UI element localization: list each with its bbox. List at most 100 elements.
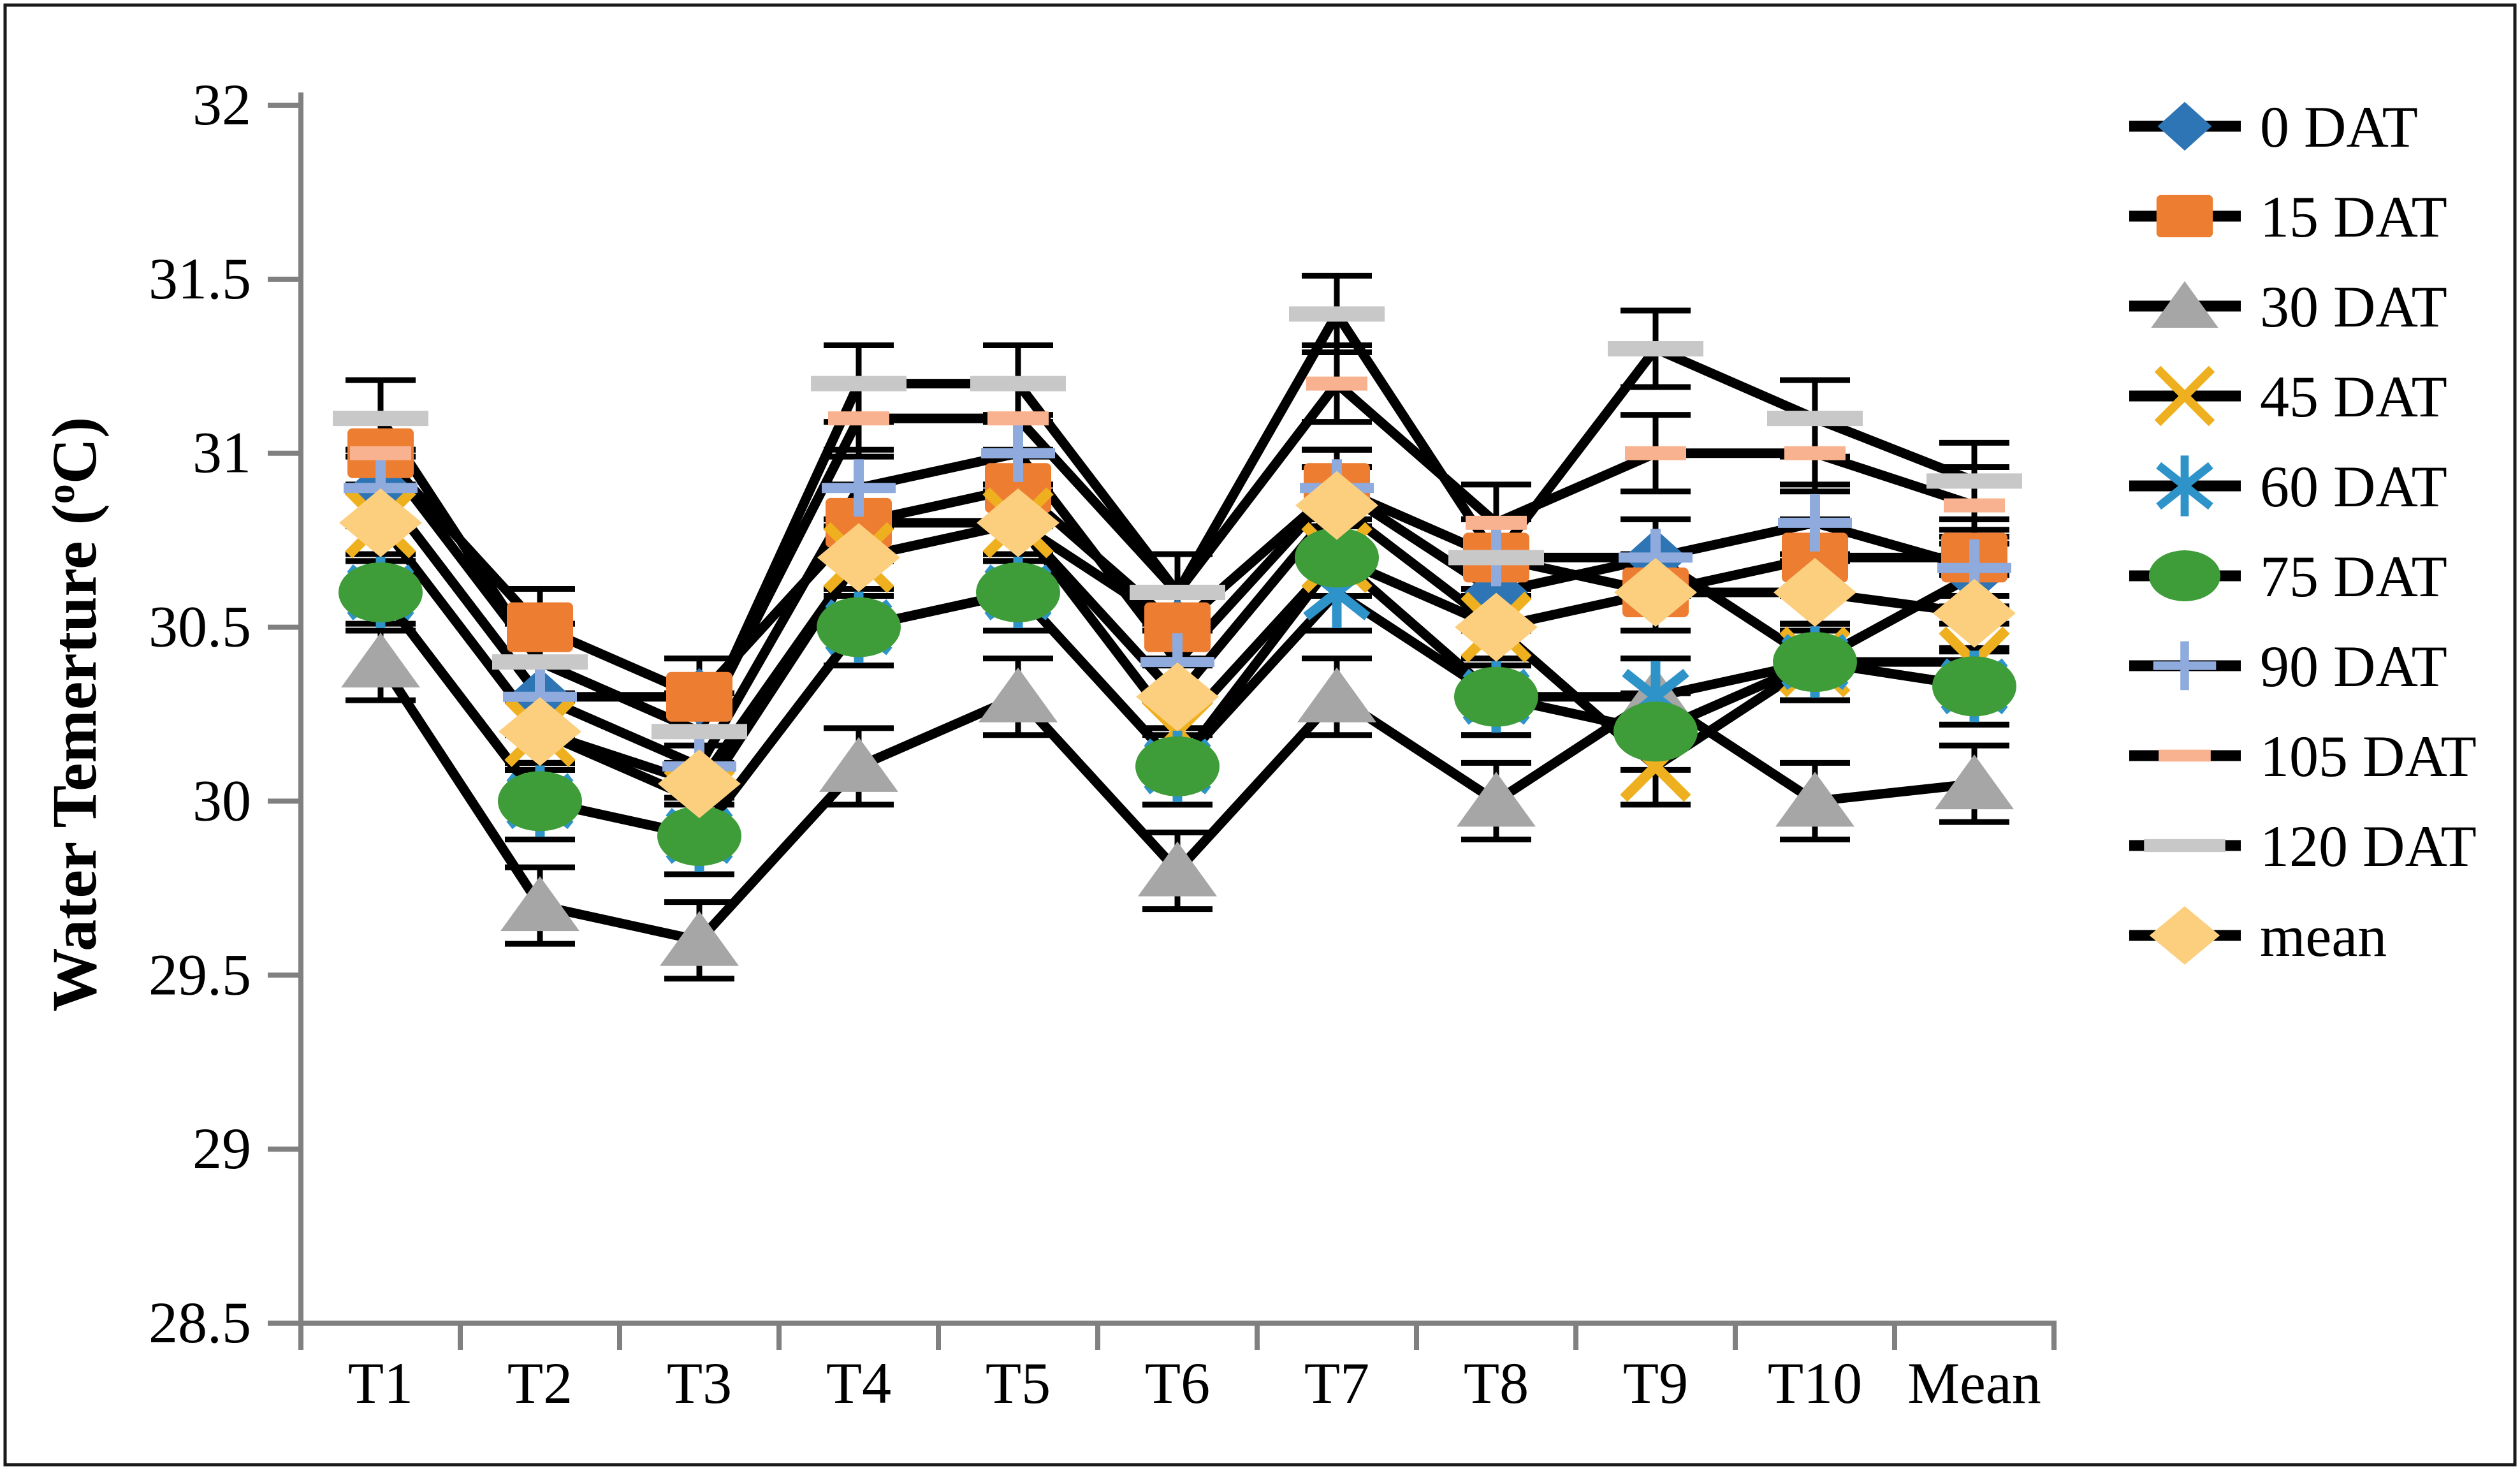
markers-mean [339, 471, 2016, 819]
y-tick-label: 29.5 [149, 942, 251, 1007]
x-tick-label: T6 [1145, 1351, 1210, 1416]
plus-marker [1778, 494, 1852, 552]
y-tick-label: 32 [193, 72, 251, 137]
diamond-large-marker [817, 523, 900, 592]
legend: 0 DAT 15 DAT 30 DAT 45 DAT 60 DAT 75 DAT 90 DA… [2129, 94, 2477, 969]
dash-wide-marker [492, 654, 588, 670]
square-marker [1782, 532, 1848, 583]
dash-wide-marker [970, 376, 1066, 392]
axes [298, 92, 2057, 1326]
legend-label: 90 DAT [2260, 634, 2447, 699]
y-tick-label: 29 [193, 1116, 251, 1181]
series-markers [333, 306, 2022, 966]
dash-small-marker [828, 411, 889, 426]
y-tick-label: 31 [193, 420, 251, 485]
diamond-large-marker [499, 697, 581, 766]
x-tick-label: T7 [1304, 1351, 1369, 1416]
x-tick-label: T8 [1464, 1351, 1529, 1416]
diamond-large-marker [658, 749, 741, 819]
diamond-large-icon [2149, 906, 2220, 965]
markers-75-dat [339, 527, 2016, 866]
markers-120-dat [333, 306, 2022, 740]
figure-border [3, 3, 2517, 1467]
asterisk-icon [2156, 455, 2213, 517]
legend-item-105-dat: 105 DAT [2129, 724, 2477, 789]
x-tick-label: T3 [667, 1351, 732, 1416]
triangle-marker [660, 911, 739, 966]
circle-marker [1773, 632, 1857, 693]
triangle-marker [1775, 772, 1854, 827]
legend-label: 60 DAT [2260, 454, 2447, 519]
circle-marker [1135, 736, 1220, 796]
legend-item-60-dat: 60 DAT [2129, 454, 2447, 519]
legend-label: 120 DAT [2260, 814, 2477, 879]
diamond-large-marker [977, 488, 1060, 557]
legend-label: mean [2260, 904, 2387, 969]
dash-wide-marker [333, 411, 428, 427]
triangle-marker [1457, 772, 1536, 827]
plus-marker [822, 459, 896, 517]
plus-marker [981, 424, 1055, 482]
y-axis-title: Water Temerture (oC) [39, 417, 110, 1012]
circle-marker [1613, 701, 1698, 762]
diamond-large-marker [339, 488, 422, 557]
dash-wide-marker [1926, 473, 2022, 489]
circle-marker [498, 771, 582, 832]
triangle-marker [1138, 841, 1217, 897]
markers-30-dat [341, 633, 2014, 966]
legend-label: 105 DAT [2260, 724, 2477, 789]
legend-item-90-dat: 90 DAT [2129, 634, 2447, 699]
dash-wide-marker [652, 724, 747, 740]
diamond-large-marker [1773, 558, 1856, 627]
dash-wide-marker [1130, 585, 1225, 600]
xmark-icon [2154, 365, 2215, 427]
square-marker [666, 671, 732, 722]
circle-marker [1932, 656, 2016, 717]
x-tick-label: T5 [986, 1351, 1051, 1416]
x-tick-label: T10 [1768, 1351, 1862, 1416]
triangle-marker [500, 876, 579, 932]
dash-small-marker [987, 411, 1049, 426]
y-tick-label: 30 [193, 768, 251, 833]
square-marker [1144, 602, 1211, 652]
legend-label: 75 DAT [2260, 544, 2447, 609]
legend-label: 15 DAT [2260, 184, 2447, 249]
circle-marker [339, 562, 423, 622]
legend-item-15-dat: 15 DAT [2129, 184, 2447, 249]
x-tick-label: T9 [1623, 1351, 1688, 1416]
legend-item-0-dat: 0 DAT [2129, 94, 2418, 159]
x-tick-label: T4 [826, 1351, 891, 1416]
triangle-marker [1935, 754, 2014, 810]
dash-small-marker [350, 446, 411, 460]
legend-label: 45 DAT [2260, 364, 2447, 429]
x-tick-label: T1 [348, 1351, 413, 1416]
circle-marker [976, 562, 1060, 622]
legend-label: 30 DAT [2260, 274, 2447, 339]
triangle-marker [979, 667, 1058, 722]
dash-wide-icon [2144, 839, 2225, 853]
triangle-marker [341, 633, 420, 688]
circle-marker [1295, 527, 1379, 588]
legend-item-mean: mean [2129, 904, 2387, 969]
diamond-large-marker [1933, 578, 2016, 648]
diamond-large-marker [1136, 662, 1219, 731]
legend-item-120-dat: 120 DAT [2129, 814, 2477, 879]
dash-wide-marker [1448, 550, 1544, 566]
circle-marker [657, 806, 741, 866]
triangle-marker [1297, 667, 1376, 722]
y-axis-ticks: 28.5 29 29.5 30 30.5 31 31.5 32 [149, 72, 301, 1355]
y-tick-label: 31.5 [149, 246, 251, 311]
legend-label: 0 DAT [2260, 94, 2418, 159]
square-marker [507, 602, 573, 652]
diamond-large-marker [1295, 471, 1378, 540]
diamond-large-marker [1455, 592, 1538, 662]
square-icon [2156, 194, 2213, 238]
diamond-large-marker [1614, 558, 1697, 627]
dash-small-marker [1306, 376, 1367, 391]
dash-wide-marker [1767, 411, 1863, 427]
plus-icon [2153, 641, 2217, 691]
legend-item-45-dat: 45 DAT [2129, 364, 2447, 429]
y-tick-label: 28.5 [149, 1290, 251, 1355]
